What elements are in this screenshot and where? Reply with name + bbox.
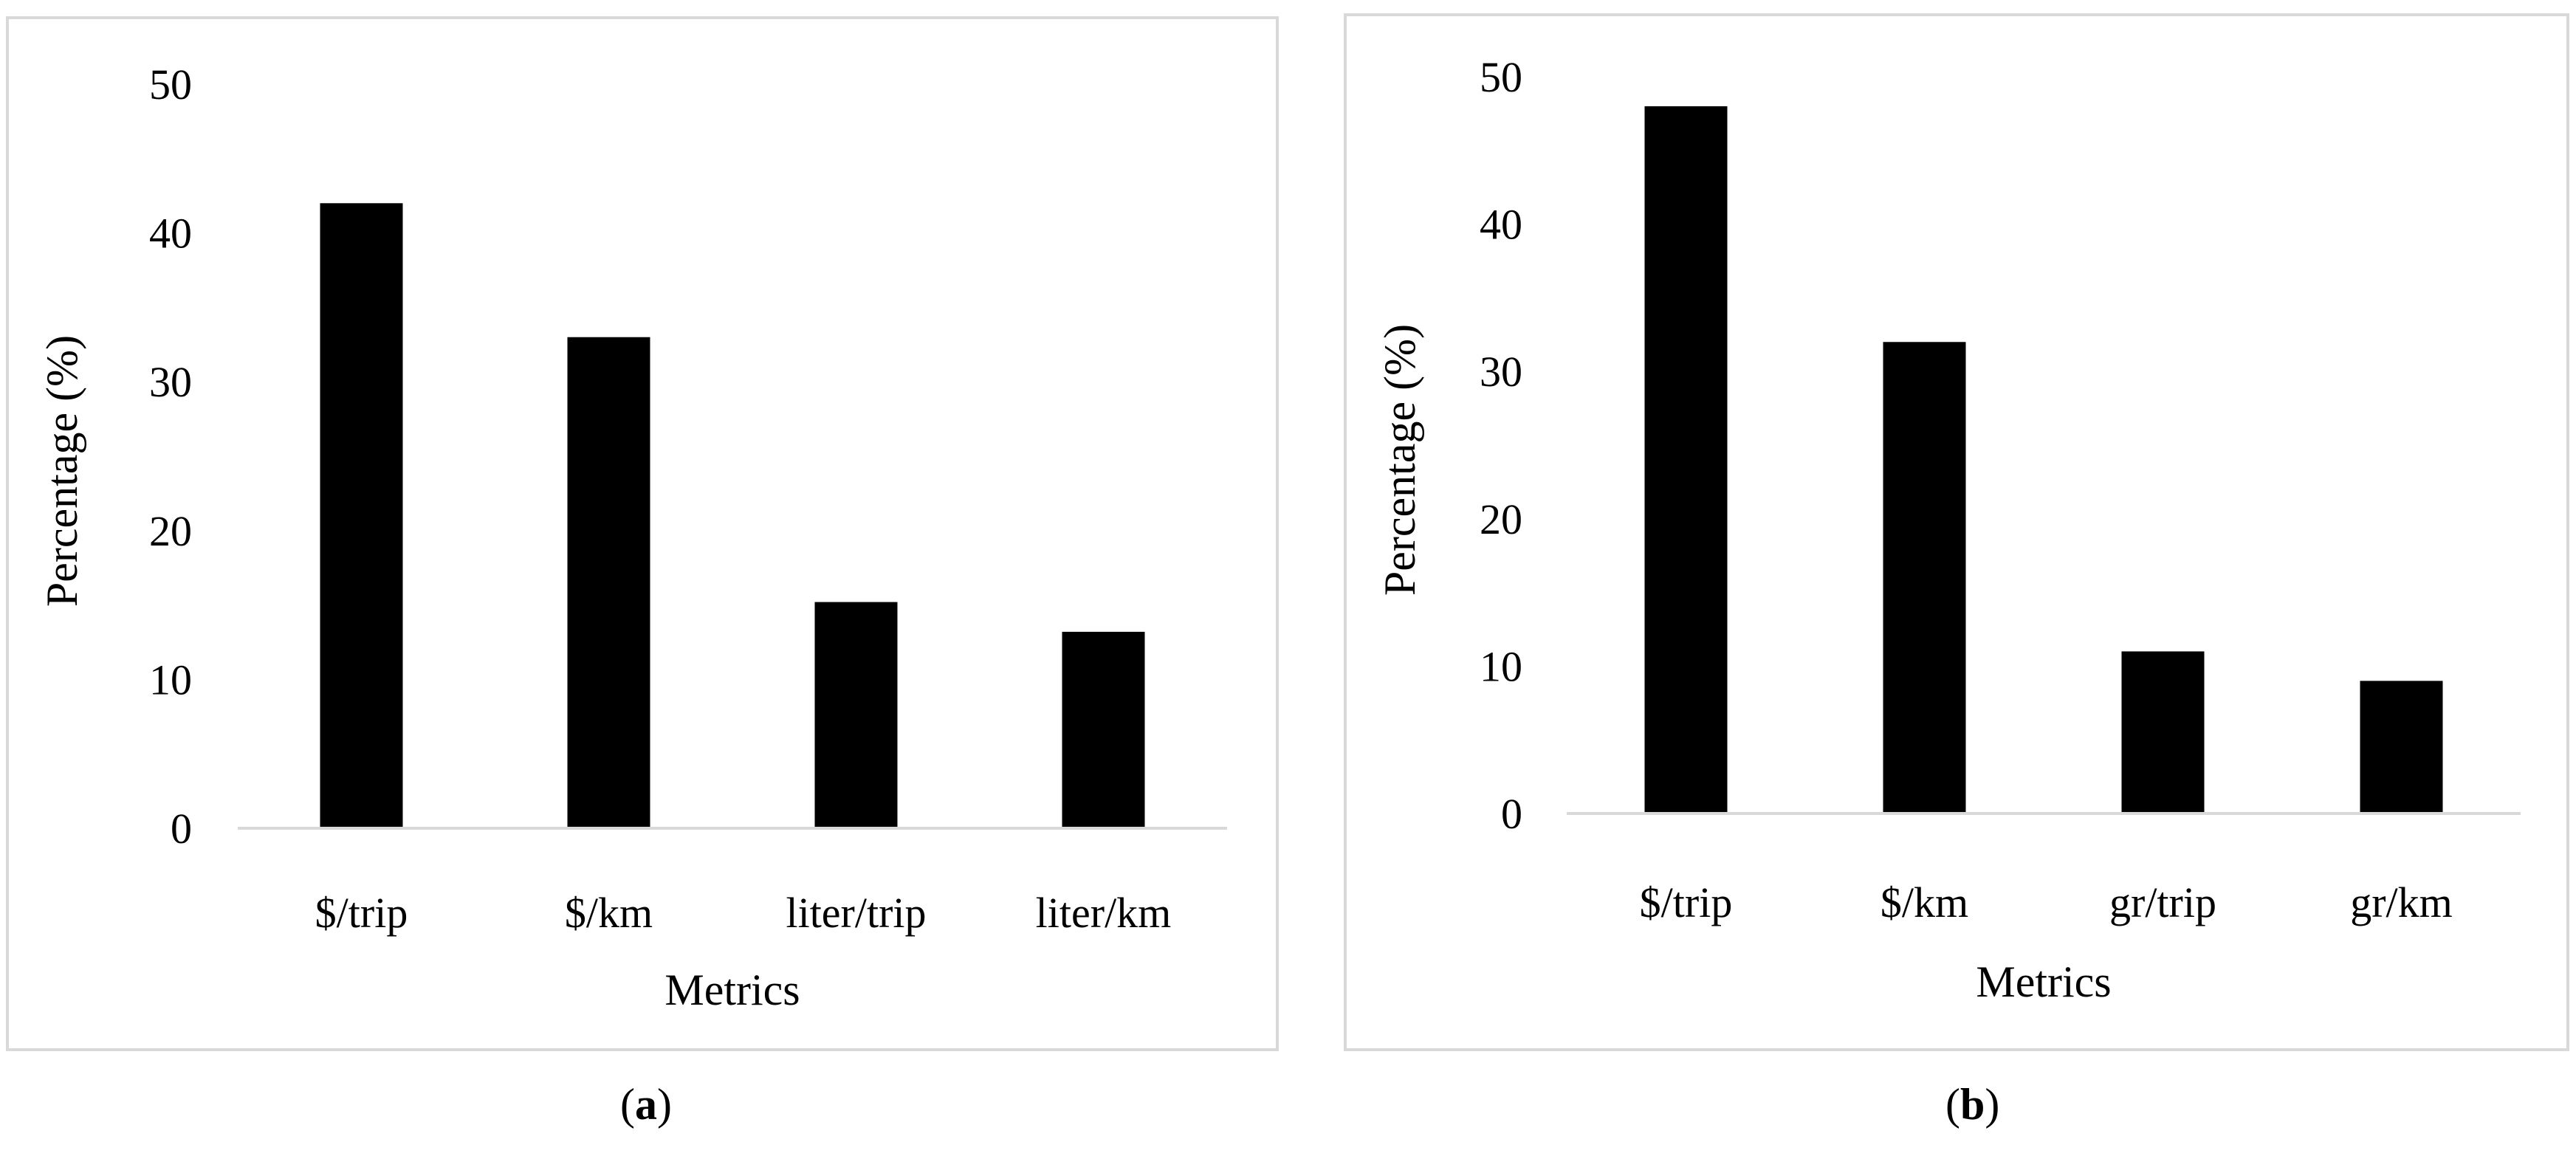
chart-a-svg: 0 10 20 30 40 50 $/trip $/km liter/trip liter/km M… bbox=[38, 61, 1227, 1014]
caption-b: (b) bbox=[1945, 1080, 2000, 1129]
y-axis-title: Percentage (%) bbox=[1375, 324, 1424, 596]
chart-panel-b: 0 10 20 30 40 50 $/trip $/km gr/trip gr/km Metrics… bbox=[1344, 13, 2569, 1051]
y-tick-label: 40 bbox=[1480, 201, 1522, 249]
y-tick-label: 10 bbox=[1480, 642, 1522, 690]
bar-4 bbox=[1062, 631, 1145, 828]
y-tick-label: 30 bbox=[1480, 348, 1522, 396]
bar-1 bbox=[1644, 106, 1728, 814]
x-category-label: $/trip bbox=[315, 889, 408, 937]
y-axis-title: Percentage (%) bbox=[38, 335, 86, 607]
y-tick-label: 50 bbox=[1480, 53, 1522, 101]
y-tick-label: 0 bbox=[171, 805, 192, 853]
y-tick-label: 0 bbox=[1501, 790, 1522, 838]
caption-a: (a) bbox=[620, 1080, 672, 1129]
chart-panel-a: 0 10 20 30 40 50 $/trip $/km liter/trip liter/km M… bbox=[6, 16, 1279, 1051]
y-tick-label: 20 bbox=[1480, 495, 1522, 543]
x-category-label: $/trip bbox=[1640, 878, 1733, 926]
y-tick-label: 50 bbox=[149, 61, 192, 109]
x-category-label: liter/trip bbox=[786, 889, 926, 937]
x-axis-title: Metrics bbox=[1976, 957, 2111, 1006]
y-tick-label: 20 bbox=[149, 507, 192, 555]
bar-2 bbox=[567, 337, 650, 829]
y-tick-label: 40 bbox=[149, 210, 192, 258]
x-category-label: gr/km bbox=[2350, 878, 2453, 926]
bar-3 bbox=[814, 602, 898, 828]
chart-b-svg: 0 10 20 30 40 50 $/trip $/km gr/trip gr/km Metrics… bbox=[1375, 53, 2521, 1006]
x-axis-title: Metrics bbox=[664, 966, 800, 1014]
y-tick-label: 10 bbox=[149, 656, 192, 703]
x-category-label: liter/km bbox=[1036, 889, 1172, 937]
x-category-label: $/km bbox=[1881, 878, 1968, 926]
bar-4 bbox=[2360, 681, 2443, 813]
x-category-label: gr/trip bbox=[2109, 878, 2216, 926]
bar-1 bbox=[320, 203, 403, 828]
bar-2 bbox=[1883, 342, 1966, 813]
bar-3 bbox=[2121, 651, 2205, 813]
y-tick-label: 30 bbox=[149, 358, 192, 406]
x-category-label: $/km bbox=[565, 889, 653, 937]
